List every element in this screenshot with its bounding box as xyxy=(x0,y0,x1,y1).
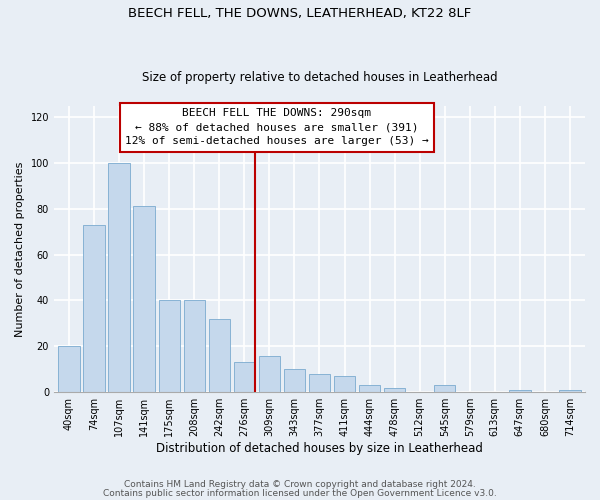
Bar xyxy=(309,374,330,392)
Bar xyxy=(284,370,305,392)
Bar xyxy=(509,390,530,392)
Bar xyxy=(359,386,380,392)
Bar xyxy=(334,376,355,392)
Bar xyxy=(209,319,230,392)
Text: BEECH FELL, THE DOWNS, LEATHERHEAD, KT22 8LF: BEECH FELL, THE DOWNS, LEATHERHEAD, KT22… xyxy=(128,8,472,20)
Title: Size of property relative to detached houses in Leatherhead: Size of property relative to detached ho… xyxy=(142,70,497,84)
Text: Contains HM Land Registry data © Crown copyright and database right 2024.: Contains HM Land Registry data © Crown c… xyxy=(124,480,476,489)
Bar xyxy=(109,163,130,392)
X-axis label: Distribution of detached houses by size in Leatherhead: Distribution of detached houses by size … xyxy=(156,442,483,455)
Bar xyxy=(83,225,104,392)
Bar xyxy=(384,388,405,392)
Y-axis label: Number of detached properties: Number of detached properties xyxy=(15,161,25,336)
Bar xyxy=(559,390,581,392)
Bar xyxy=(434,386,455,392)
Bar xyxy=(158,300,180,392)
Bar xyxy=(233,362,255,392)
Bar xyxy=(184,300,205,392)
Text: BEECH FELL THE DOWNS: 290sqm
← 88% of detached houses are smaller (391)
12% of s: BEECH FELL THE DOWNS: 290sqm ← 88% of de… xyxy=(125,108,429,146)
Bar xyxy=(58,346,80,392)
Bar xyxy=(133,206,155,392)
Bar xyxy=(259,356,280,392)
Text: Contains public sector information licensed under the Open Government Licence v3: Contains public sector information licen… xyxy=(103,488,497,498)
